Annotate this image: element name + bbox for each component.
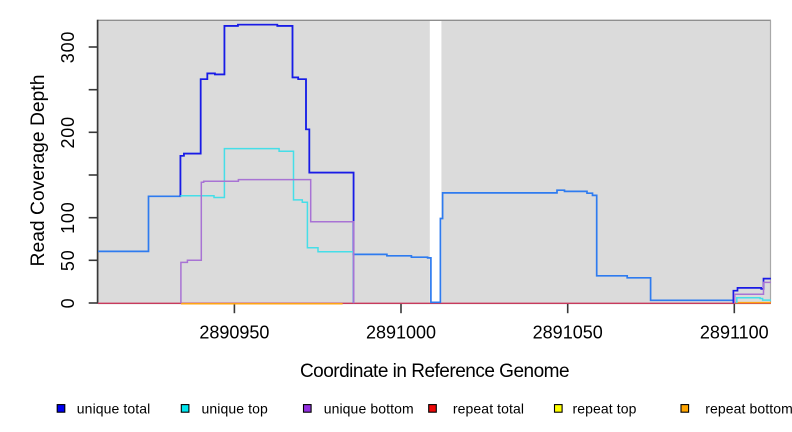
svg-text:300: 300 xyxy=(58,31,78,63)
svg-text:100: 100 xyxy=(58,201,78,233)
svg-text:repeat top: repeat top xyxy=(573,400,637,416)
svg-text:2891000: 2891000 xyxy=(366,323,436,343)
svg-text:200: 200 xyxy=(58,116,78,148)
svg-text:unique bottom: unique bottom xyxy=(324,400,414,416)
svg-text:50: 50 xyxy=(58,249,78,271)
svg-text:2891100: 2891100 xyxy=(700,323,769,343)
svg-text:repeat total: repeat total xyxy=(453,400,524,416)
svg-text:repeat bottom: repeat bottom xyxy=(705,400,792,416)
svg-text:unique total: unique total xyxy=(77,400,151,416)
svg-text:2890950: 2890950 xyxy=(199,323,269,343)
svg-text:Coordinate in Reference Genome: Coordinate in Reference Genome xyxy=(300,361,569,382)
svg-text:unique top: unique top xyxy=(202,400,269,416)
svg-text:Read Coverage Depth: Read Coverage Depth xyxy=(28,75,49,267)
svg-text:0: 0 xyxy=(58,298,78,309)
svg-text:2891050: 2891050 xyxy=(533,323,603,343)
